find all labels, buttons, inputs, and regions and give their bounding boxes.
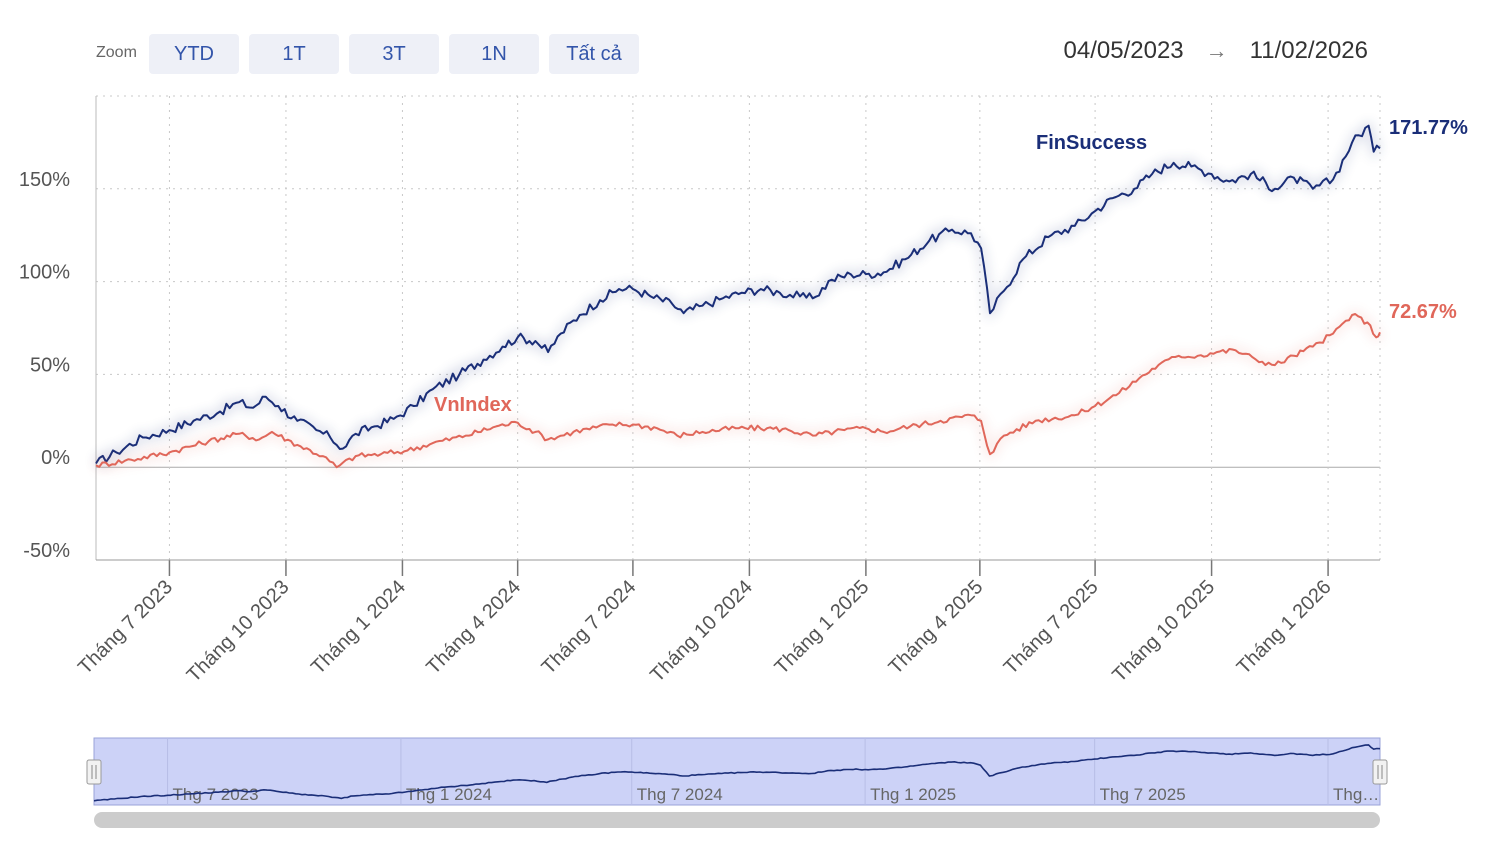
x-tick-label: Tháng 7 2025 [1000,576,1103,679]
navigator-selection [93,737,1381,806]
navigator-label: Thg 1 2025 [870,785,956,804]
x-tick-label: Tháng 7 2023 [74,576,177,679]
x-tick-label: Tháng 1 2025 [771,576,874,679]
zoom-1t-button[interactable]: 1T [249,34,339,74]
chart-toolbar: Zoom YTD 1T 3T 1N Tất cả 04/05/2023 → 11… [0,0,1500,90]
series-line-finsuccess [95,124,1381,465]
navigator[interactable]: Thg 7 2023 Thg 1 2024 Thg 7 2024 Thg 1 2025… [86,737,1388,828]
zoom-3t-button[interactable]: 3T [349,34,439,74]
x-tick-label: Tháng 4 2025 [885,576,988,679]
series-line-vnindex [95,313,1381,469]
x-tick-label: Tháng 1 2026 [1233,576,1336,679]
grid [96,95,1381,561]
end-label-vnindex: 72.67% [1389,301,1457,323]
x-tick-label: Tháng 10 2025 [1108,576,1219,687]
y-tick-label: 100% [19,262,70,284]
navigator-label: Thg… [1333,785,1379,804]
end-label-finsuccess: 171.77% [1389,117,1468,139]
range-end-date[interactable]: 11/02/2026 [1249,37,1368,64]
series [93,120,1383,472]
navigator-handle-right[interactable] [1372,759,1388,785]
y-tick-label: -50% [23,540,70,562]
date-range: 04/05/2023 → 11/02/2026 [1064,37,1368,65]
range-start-date[interactable]: 04/05/2023 [1063,37,1184,64]
series-glow-vnindex [94,310,1383,472]
series-name-finsuccess: FinSuccess [1036,132,1147,154]
x-tick-label: Tháng 1 2024 [307,576,410,679]
axes: -50%0%50%100%150%Tháng 7 2023 Tháng 10 20… [19,96,1380,687]
y-tick-label: 150% [19,169,70,191]
range-arrow-icon: → [1205,38,1228,63]
x-tick-label: Tháng 7 2024 [538,576,641,679]
navigator-label: Thg 7 2024 [637,785,723,804]
y-tick-label: 0% [41,447,70,469]
series-labels: FinSuccess VnIndex 171.77% 72.67% [434,117,1468,416]
zoom-1n-button[interactable]: 1N [449,34,539,74]
x-tick-label: Tháng 4 2024 [422,576,525,679]
x-tick-label: Tháng 10 2023 [183,576,294,687]
zoom-ytd-button[interactable]: YTD [149,34,239,74]
zoom-all-button[interactable]: Tất cả [549,34,639,74]
navigator-label: Thg 1 2024 [406,785,492,804]
zoom-label: Zoom [96,44,137,61]
navigator-scrollbar[interactable] [94,812,1380,828]
navigator-label: Thg 7 2023 [173,785,259,804]
y-tick-label: 50% [30,354,70,376]
navigator-series-line [93,744,1381,802]
series-name-vnindex: VnIndex [434,394,512,416]
navigator-label: Thg 7 2025 [1100,785,1186,804]
x-tick-label: Tháng 10 2024 [646,576,757,687]
navigator-handle-left[interactable] [86,759,102,785]
